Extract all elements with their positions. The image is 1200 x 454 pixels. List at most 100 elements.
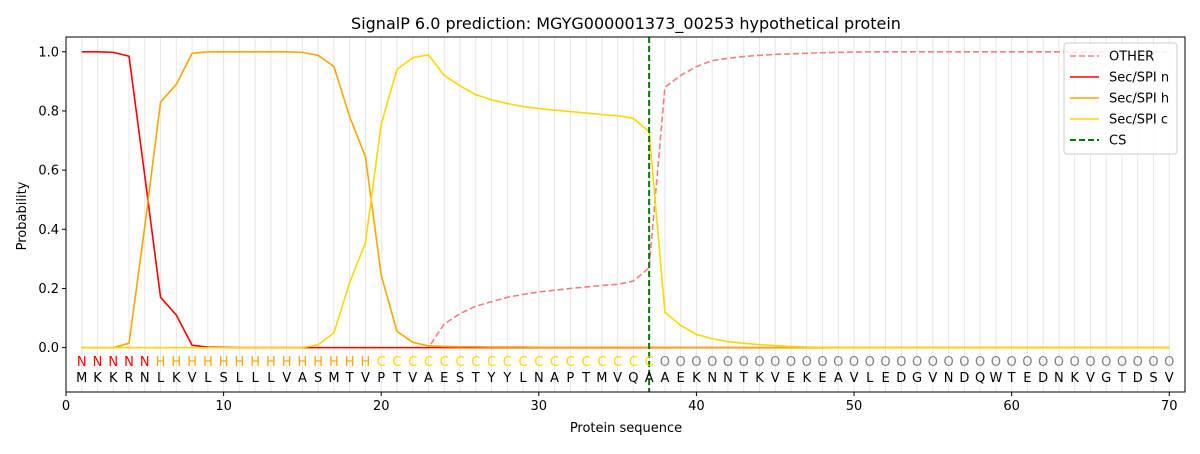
legend-label: Sec/SPI c: [1109, 113, 1168, 128]
residue-label: K: [1070, 371, 1079, 386]
region-label: C: [377, 355, 386, 370]
region-label: O: [865, 355, 875, 370]
region-label: O: [1133, 355, 1143, 370]
region-label: O: [1117, 355, 1127, 370]
region-label: C: [440, 355, 449, 370]
residue-label: P: [566, 371, 574, 386]
residue-label: A: [645, 371, 654, 386]
residue-label: E: [677, 371, 685, 386]
region-label: O: [975, 355, 985, 370]
region-label: H: [234, 355, 244, 370]
residue-label: D: [896, 371, 906, 386]
residue-label: V: [928, 371, 937, 386]
region-label: C: [471, 355, 480, 370]
region-label: H: [203, 355, 213, 370]
residue-label: Y: [487, 371, 496, 386]
region-label: O: [1085, 355, 1095, 370]
region-label: H: [156, 355, 166, 370]
residue-label: T: [581, 371, 590, 386]
residue-label: V: [771, 371, 780, 386]
residue-label: P: [377, 371, 385, 386]
x-tick-label: 20: [373, 399, 390, 414]
residue-label: T: [1117, 371, 1126, 386]
sequence-annotations: NMNKNKNRNNHLHKHVHLHSHLHLHLHVHAHSHMHTHVCP…: [76, 355, 1174, 386]
region-label: C: [629, 355, 638, 370]
x-tick-label: 70: [1161, 399, 1178, 414]
residue-label: D: [1133, 371, 1143, 386]
residue-label: V: [613, 371, 622, 386]
residue-label: A: [660, 371, 669, 386]
region-label: O: [1148, 355, 1158, 370]
region-label: O: [1022, 355, 1032, 370]
residue-label: A: [298, 371, 307, 386]
residue-label: G: [1101, 371, 1111, 386]
region-label: O: [707, 355, 717, 370]
region-label: O: [880, 355, 890, 370]
residue-label: V: [361, 371, 370, 386]
legend-label: CS: [1109, 134, 1126, 149]
residue-label: R: [125, 371, 134, 386]
residue-label: N: [1054, 371, 1064, 386]
region-label: O: [1038, 355, 1048, 370]
residue-label: L: [866, 371, 874, 386]
region-label: H: [298, 355, 308, 370]
residue-label: Q: [975, 371, 985, 386]
region-label: O: [912, 355, 922, 370]
region-label: H: [345, 355, 355, 370]
residue-label: T: [471, 371, 480, 386]
residue-label: G: [912, 371, 922, 386]
region-label: H: [250, 355, 260, 370]
series-line-sec-spi-c: [81, 53, 1170, 349]
y-tick-label: 0.4: [38, 223, 59, 238]
region-label: H: [171, 355, 181, 370]
x-tick-label: 0: [62, 399, 70, 414]
region-label: C: [613, 355, 622, 370]
y-axis-label: Probability: [15, 181, 30, 250]
axes: 0 10 20 30 40 50 60 70 0.0 0.2 0.4 0.6 0.8 1.0: [38, 36, 1186, 414]
residue-label: S: [1149, 371, 1157, 386]
residue-label: Q: [628, 371, 638, 386]
plot-frame: [65, 36, 1186, 393]
region-label: H: [329, 355, 339, 370]
residue-label: V: [1086, 371, 1095, 386]
series-lines: [81, 37, 1170, 392]
region-label: C: [392, 355, 401, 370]
region-label: O: [1054, 355, 1064, 370]
residue-label: E: [881, 371, 889, 386]
region-label: O: [959, 355, 969, 370]
region-label: O: [928, 355, 938, 370]
residue-label: L: [204, 371, 212, 386]
residue-label: Y: [502, 371, 511, 386]
residue-label: M: [596, 371, 607, 386]
legend: OTHER Sec/SPI n Sec/SPI h Sec/SPI c CS: [1063, 42, 1178, 155]
region-label: C: [408, 355, 417, 370]
series-line-other: [81, 50, 1170, 349]
residue-label: V: [408, 371, 417, 386]
residue-label: K: [755, 371, 764, 386]
residue-label: V: [282, 371, 291, 386]
x-tick-label: 10: [215, 399, 232, 414]
residue-label: E: [787, 371, 795, 386]
gridlines: [81, 37, 1170, 392]
residue-label: A: [834, 371, 843, 386]
residue-label: S: [314, 371, 322, 386]
region-label: C: [566, 355, 575, 370]
residue-label: E: [440, 371, 448, 386]
residue-label: T: [345, 371, 354, 386]
region-label: C: [550, 355, 559, 370]
y-tick-label: 0.2: [38, 282, 59, 297]
region-label: O: [849, 355, 859, 370]
residue-label: K: [692, 371, 701, 386]
x-tick-label: 60: [1003, 399, 1020, 414]
region-label: O: [770, 355, 780, 370]
residue-label: L: [252, 371, 260, 386]
region-label: O: [802, 355, 812, 370]
region-label: O: [691, 355, 701, 370]
residue-label: D: [959, 371, 969, 386]
residue-label: K: [802, 371, 811, 386]
residue-label: T: [739, 371, 748, 386]
chart-title: SignalP 6.0 prediction: MGYG000001373_00…: [351, 14, 901, 34]
residue-label: A: [550, 371, 559, 386]
